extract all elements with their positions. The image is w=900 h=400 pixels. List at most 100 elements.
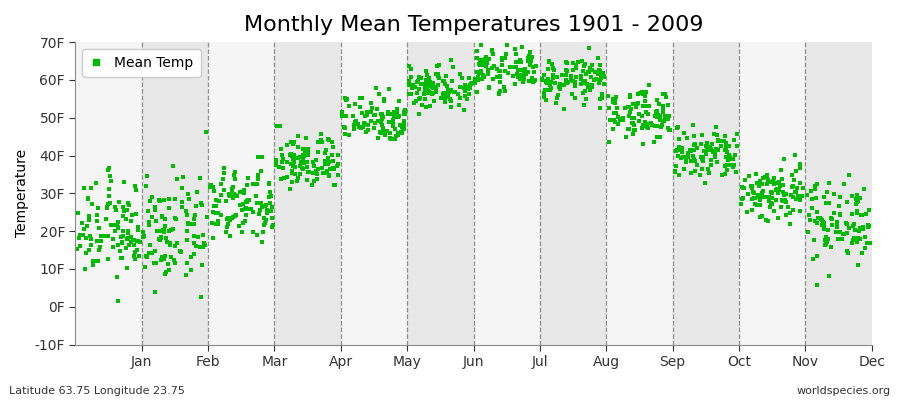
Point	[557, 82, 572, 88]
Point	[840, 221, 854, 228]
Point	[587, 77, 601, 83]
Point	[324, 151, 338, 158]
Point	[673, 154, 688, 161]
Point	[148, 248, 162, 254]
Point	[540, 80, 554, 86]
Point	[523, 56, 537, 63]
Point	[756, 188, 770, 194]
Point	[246, 229, 260, 235]
Point	[747, 189, 761, 196]
Point	[142, 222, 157, 228]
Point	[287, 158, 302, 164]
Point	[374, 115, 389, 122]
Point	[783, 221, 797, 227]
Point	[568, 95, 582, 102]
Point	[853, 236, 868, 242]
Point	[205, 220, 220, 227]
Point	[476, 74, 491, 80]
Point	[260, 206, 274, 213]
Point	[128, 248, 142, 255]
Point	[274, 146, 288, 152]
Point	[654, 122, 669, 128]
Point	[279, 142, 293, 148]
Point	[356, 120, 371, 126]
Point	[536, 77, 550, 84]
Point	[322, 172, 337, 179]
Point	[804, 188, 818, 194]
Point	[670, 124, 685, 130]
Point	[475, 76, 490, 82]
Point	[580, 80, 594, 87]
Point	[310, 170, 324, 177]
Point	[482, 84, 497, 90]
Point	[397, 125, 411, 132]
Point	[421, 89, 436, 96]
Point	[621, 104, 635, 110]
Point	[225, 186, 239, 192]
Point	[390, 111, 404, 118]
Point	[371, 134, 385, 141]
Point	[597, 72, 611, 79]
Point	[826, 210, 841, 216]
Point	[106, 244, 121, 251]
Point	[760, 174, 774, 180]
Point	[789, 184, 804, 191]
Point	[168, 260, 183, 266]
Point	[375, 127, 390, 133]
Point	[376, 125, 391, 131]
Point	[154, 235, 168, 242]
Point	[184, 267, 198, 273]
Point	[593, 72, 608, 78]
Point	[300, 176, 314, 183]
Point	[431, 82, 446, 88]
Point	[191, 234, 205, 240]
Point	[703, 144, 717, 150]
Point	[140, 208, 155, 214]
Point	[565, 67, 580, 73]
Point	[662, 127, 677, 134]
Point	[850, 262, 865, 268]
Point	[844, 210, 859, 217]
Y-axis label: Temperature: Temperature	[15, 149, 29, 238]
Point	[302, 150, 316, 156]
Point	[446, 64, 461, 70]
Point	[553, 81, 567, 87]
Point	[92, 225, 106, 232]
Point	[846, 222, 860, 229]
Point	[188, 212, 202, 218]
Point	[464, 81, 478, 87]
Point	[623, 108, 637, 115]
Point	[508, 64, 523, 70]
Point	[694, 154, 708, 160]
Point	[426, 80, 440, 86]
Point	[809, 195, 824, 201]
Point	[176, 174, 190, 180]
Point	[131, 238, 146, 244]
Point	[108, 204, 122, 210]
Point	[104, 173, 118, 180]
Point	[351, 120, 365, 127]
Point	[659, 94, 673, 101]
Point	[783, 210, 797, 216]
Point	[102, 192, 116, 199]
Point	[111, 242, 125, 248]
Point	[374, 111, 388, 117]
Point	[752, 194, 766, 200]
Point	[320, 161, 335, 168]
Point	[472, 59, 487, 65]
Point	[679, 156, 693, 163]
Point	[707, 150, 722, 156]
Point	[376, 96, 391, 102]
Point	[437, 80, 452, 87]
Point	[302, 169, 316, 176]
Point	[291, 144, 305, 150]
Point	[321, 136, 336, 142]
Point	[368, 120, 382, 126]
Point	[494, 62, 508, 68]
Point	[593, 62, 608, 68]
Point	[367, 112, 382, 118]
Point	[464, 80, 479, 87]
Point	[354, 125, 368, 131]
Point	[606, 96, 620, 102]
Point	[535, 76, 549, 82]
